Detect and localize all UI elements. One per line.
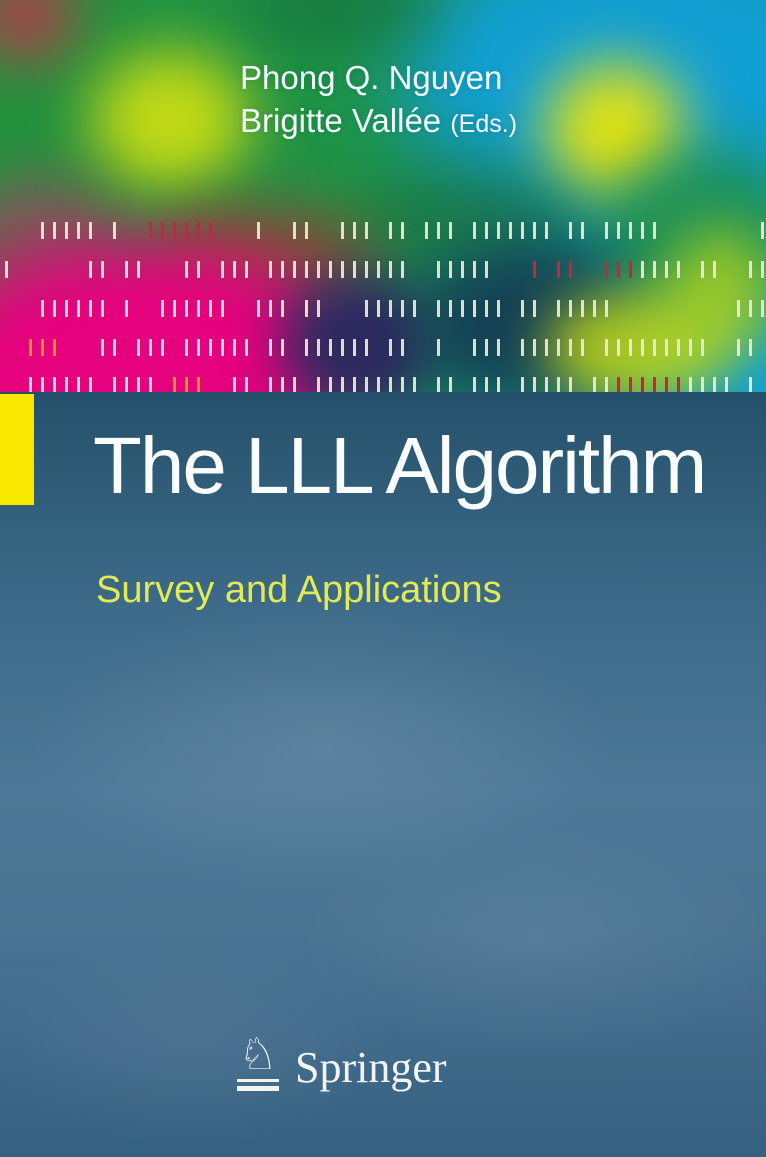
yellow-accent-square (0, 394, 34, 505)
cover-lower-panel (0, 392, 766, 1157)
book-title: The LLL Algorithm (93, 421, 707, 510)
author-name-2: Brigitte Vallée (Eds.) (240, 102, 518, 139)
tick-pattern (0, 0, 766, 392)
editors-suffix: (Eds.) (450, 110, 518, 138)
logo-rule-thin (237, 1079, 279, 1082)
art-blob-yellowgreen-edge (665, 228, 766, 360)
publisher-name: Springer (295, 1043, 447, 1092)
tick-row (0, 377, 766, 392)
author-block: Phong Q. Nguyen Brigitte Vallée (Eds.) (240, 56, 517, 146)
tick-row (0, 261, 766, 278)
tick-row (0, 222, 766, 239)
cover-artwork: Phong Q. Nguyen Brigitte Vallée (Eds.) (0, 0, 766, 392)
author-name-1: Phong Q. Nguyen (240, 59, 503, 96)
publisher-logo: ♘ Springer (234, 1033, 447, 1091)
logo-rule-thick (237, 1086, 279, 1091)
art-blob-yellow-left (90, 50, 250, 190)
tick-row (0, 300, 766, 317)
tick-row (0, 339, 766, 356)
springer-horse-icon: ♘ (234, 1033, 282, 1091)
art-blob-navy (280, 272, 440, 392)
book-subtitle: Survey and Applications (96, 569, 502, 611)
